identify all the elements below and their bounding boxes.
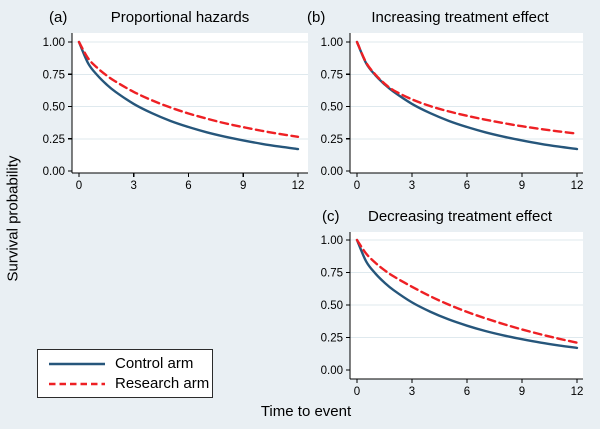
panel-b-letter: (b): [307, 9, 326, 26]
y-tick-label: 0.00: [321, 365, 343, 377]
legend-row-research: Research arm: [48, 375, 212, 392]
x-tick-label: 0: [76, 180, 82, 192]
y-axis-label: Survival probability: [4, 155, 22, 282]
research-arm-curve: [355, 40, 579, 135]
x-tick-label: 3: [131, 180, 137, 192]
legend-row-control: Control arm: [48, 355, 212, 372]
x-tick-label: 0: [354, 180, 360, 192]
y-tick-label: 0.00: [43, 166, 65, 178]
panel-c-chart: 0.00 0.25 0.50 0.75 1.00 0 3 6 9 12: [321, 232, 584, 398]
control-arm-curve: [355, 238, 579, 350]
x-tick-label: 3: [409, 386, 415, 398]
y-tick-label: 0.75: [43, 69, 65, 81]
x-tick-label: 12: [571, 386, 584, 398]
x-tick-label: 12: [292, 180, 305, 192]
panel-a-letter: (a): [49, 9, 68, 26]
y-tick-label: 0.25: [321, 333, 343, 345]
control-arm-line-sample: [49, 362, 105, 365]
research-arm-curve: [355, 238, 579, 344]
research-arm-line-sample: [49, 382, 105, 385]
y-tick-label: 1.00: [321, 235, 343, 247]
x-tick-label: 9: [519, 386, 525, 398]
y-tick-label: 0.75: [321, 268, 343, 280]
x-tick-label: 9: [519, 180, 525, 192]
y-tick-label: 0.00: [321, 166, 343, 178]
panel-b-title: Increasing treatment effect: [371, 9, 549, 26]
panel-c-title: Decreasing treatment effect: [368, 208, 552, 225]
y-tick-label: 0.50: [43, 102, 65, 114]
y-tick-label: 0.25: [43, 134, 65, 146]
y-tick-label: 0.25: [321, 134, 343, 146]
y-tick-label: 1.00: [321, 37, 343, 49]
x-tick-label: 3: [409, 180, 415, 192]
plot-background: [350, 33, 583, 173]
panel-a-title: Proportional hazards: [110, 9, 250, 26]
x-tick-label: 9: [240, 180, 246, 192]
x-tick-label: 0: [354, 386, 360, 398]
x-tick-label: 6: [464, 386, 470, 398]
legend-label-research: Research arm: [115, 375, 210, 392]
control-arm-curve: [77, 40, 300, 151]
y-tick-label: 1.00: [43, 37, 65, 49]
x-tick-label: 6: [464, 180, 470, 192]
x-axis-label: Time to event: [260, 403, 352, 420]
y-tick-label: 0.50: [321, 300, 343, 312]
panel-c-letter: (c): [322, 208, 340, 225]
plot-background: [72, 33, 308, 173]
panel-b-chart: 0.00 0.25 0.50 0.75 1.00 0 3 6 9 12: [321, 33, 584, 192]
y-tick-label: 0.75: [321, 69, 343, 81]
research-arm-curve: [77, 40, 300, 139]
x-tick-label: 12: [571, 180, 584, 192]
legend-box: Control arm Research arm: [37, 349, 213, 398]
panel-a-chart: 0.00 0.25 0.50 0.75 1.00 0 3 6 9 12: [43, 33, 308, 192]
x-tick-label: 6: [185, 180, 191, 192]
legend-label-control: Control arm: [115, 355, 194, 372]
y-tick-label: 0.50: [321, 102, 343, 114]
